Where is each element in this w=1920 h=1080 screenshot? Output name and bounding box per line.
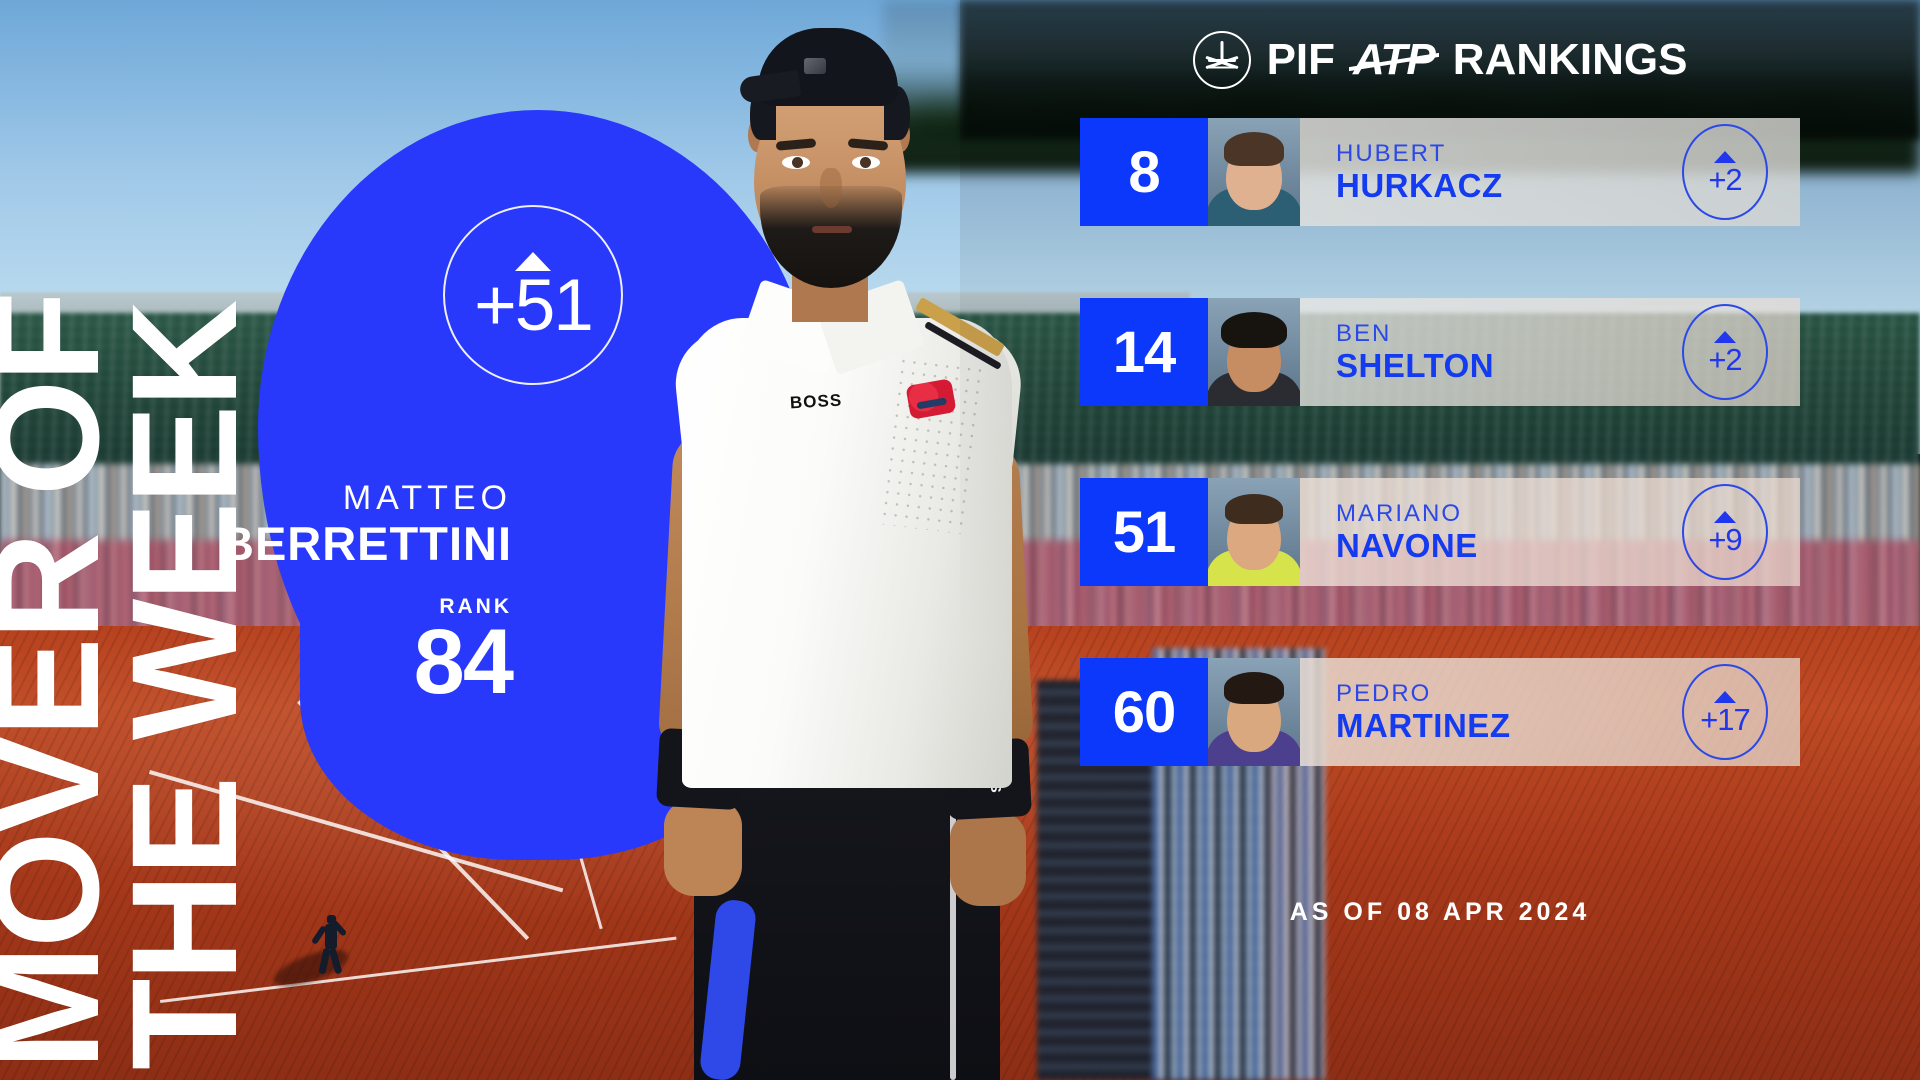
pif-emblem-icon	[1192, 31, 1251, 89]
triangle-up-icon	[1714, 690, 1736, 703]
player-first-name: PEDRO	[1336, 679, 1432, 707]
move-badge: +2	[1682, 124, 1768, 220]
mover-rank-block: RANK 84	[0, 595, 640, 713]
hero-player-cutout: BOSS BOSS	[620, 0, 1070, 1080]
row-rank: 51	[1080, 478, 1208, 586]
hero-shirt-brand-logo: BOSS	[789, 390, 843, 413]
mover-rank-label: RANK	[439, 595, 512, 618]
table-row[interactable]: 60 PEDRO MARTINEZ +17	[1080, 658, 1800, 766]
hero-nose	[820, 168, 842, 208]
move-cell: +9	[1650, 478, 1800, 586]
rankings-title: RANKINGS	[1452, 35, 1688, 84]
move-value: +17	[1700, 701, 1751, 737]
hero-pupil-right	[860, 157, 871, 168]
move-badge: +9	[1682, 484, 1768, 580]
move-value: +2	[1708, 161, 1742, 197]
move-cell: +2	[1650, 118, 1800, 226]
move-cell: +2	[1650, 298, 1800, 406]
player-first-name: MARIANO	[1336, 499, 1463, 527]
player-first-name: HUBERT	[1336, 139, 1447, 167]
player-name-block: HUBERT HURKACZ	[1300, 118, 1650, 226]
hero-pupil-left	[792, 157, 803, 168]
mover-change-badge: +51	[443, 205, 623, 385]
mover-rank-value: 84	[413, 611, 514, 713]
triangle-up-icon	[1714, 150, 1736, 163]
move-badge: +2	[1682, 304, 1768, 400]
row-rank: 8	[1080, 118, 1208, 226]
background-player-figure	[310, 915, 348, 977]
hero-shorts-stripe	[950, 800, 956, 1080]
table-row[interactable]: 8 HUBERT HURKACZ +2	[1080, 118, 1800, 226]
hero-left-hand	[664, 800, 742, 896]
rankings-panel: PIF ATP RANKINGS 8 HUBERT HURKACZ	[960, 0, 1920, 1080]
hero-polo-shirt	[682, 318, 1012, 788]
row-rank: 14	[1080, 298, 1208, 406]
triangle-up-icon	[515, 251, 551, 271]
hero-mouth	[812, 226, 852, 233]
triangle-up-icon	[1714, 510, 1736, 523]
player-headshot	[1208, 478, 1300, 586]
player-last-name: SHELTON	[1336, 347, 1495, 385]
rankings-rows: 8 HUBERT HURKACZ +2	[960, 0, 1920, 1080]
hero-cap-logo	[804, 58, 826, 74]
sponsor-wordmark: PIF	[1266, 35, 1336, 84]
triangle-up-icon	[1714, 330, 1736, 343]
move-cell: +17	[1650, 658, 1800, 766]
right-top-shade	[960, 0, 1920, 141]
move-value: +2	[1708, 341, 1742, 377]
player-name-block: BEN SHELTON	[1300, 298, 1650, 406]
player-headshot	[1208, 658, 1300, 766]
player-last-name: NAVONE	[1336, 527, 1478, 565]
player-headshot	[1208, 298, 1300, 406]
row-rank: 60	[1080, 658, 1208, 766]
hero-right-hand	[950, 812, 1026, 906]
player-last-name: MARTINEZ	[1336, 707, 1511, 745]
mover-name-block: MATTEO BERRETTINI	[0, 479, 640, 571]
player-last-name: HURKACZ	[1336, 167, 1503, 205]
player-name-block: PEDRO MARTINEZ	[1300, 658, 1650, 766]
as-of-date: AS OF 08 APR 2024	[1289, 898, 1591, 926]
atp-rankings-header: PIF ATP RANKINGS	[960, 28, 1920, 92]
table-row[interactable]: 14 BEN SHELTON +2	[1080, 298, 1800, 406]
atp-wordmark: ATP	[1353, 35, 1436, 84]
mover-change-value: +51	[474, 264, 594, 346]
move-value: +9	[1708, 521, 1742, 557]
move-badge: +17	[1682, 664, 1768, 760]
player-first-name: BEN	[1336, 319, 1392, 347]
player-headshot	[1208, 118, 1300, 226]
table-row[interactable]: 51 MARIANO NAVONE +9	[1080, 478, 1800, 586]
player-name-block: MARIANO NAVONE	[1300, 478, 1650, 586]
mover-first-name: MATTEO	[342, 479, 512, 517]
mover-last-name: BERRETTINI	[220, 517, 512, 571]
